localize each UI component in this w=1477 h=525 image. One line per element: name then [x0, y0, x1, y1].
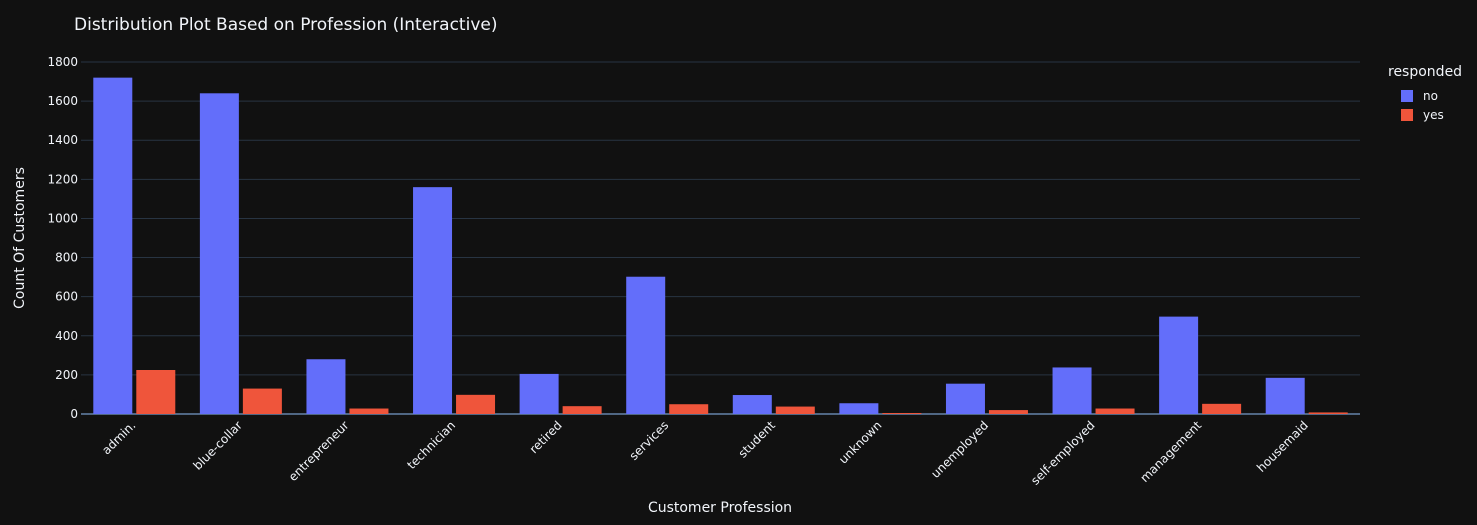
- y-tick-label: 800: [55, 251, 78, 265]
- y-axis-ticks: 0 200 400 600 800 1000 1200 1400 1600 1800: [47, 55, 78, 421]
- y-tick-label: 0: [70, 407, 78, 421]
- bar-no-entrepreneur[interactable]: [306, 359, 346, 414]
- x-tick-label: self-employed: [1028, 418, 1098, 488]
- legend-item-no[interactable]: no: [1388, 86, 1462, 105]
- bar-no-housemaid[interactable]: [1265, 377, 1305, 414]
- bar-yes-student[interactable]: [775, 406, 815, 414]
- x-tick-label: admin.: [99, 418, 138, 457]
- legend-label-no: no: [1423, 88, 1438, 103]
- y-tick-label: 200: [55, 368, 78, 382]
- legend: responded no yes: [1388, 64, 1462, 124]
- y-tick-label: 1400: [47, 133, 78, 147]
- bar-no-technician[interactable]: [413, 187, 453, 414]
- x-tick-label: entrepreneur: [286, 418, 352, 484]
- bar-yes-admin.[interactable]: [136, 370, 176, 414]
- x-tick-label: unemployed: [928, 418, 991, 481]
- grid-lines: [81, 61, 1360, 415]
- bar-no-retired[interactable]: [519, 373, 559, 414]
- bar-no-blue-collar[interactable]: [199, 93, 239, 415]
- bar-no-student[interactable]: [732, 395, 772, 414]
- bar-no-services[interactable]: [626, 276, 666, 414]
- y-tick-label: 1000: [47, 211, 78, 225]
- x-tick-label: housemaid: [1254, 418, 1311, 475]
- x-tick-label: retired: [527, 418, 565, 456]
- bar-no-admin.[interactable]: [93, 77, 133, 415]
- legend-swatch-yes: [1401, 108, 1413, 121]
- y-tick-label: 600: [55, 290, 78, 304]
- x-tick-label: unknown: [836, 418, 884, 466]
- bar-yes-unknown[interactable]: [882, 413, 922, 414]
- bar-no-management[interactable]: [1159, 316, 1199, 414]
- y-tick-label: 400: [55, 329, 78, 343]
- y-tick-label: 1200: [47, 172, 78, 186]
- y-tick-label: 1600: [47, 94, 78, 108]
- bar-yes-management[interactable]: [1202, 403, 1242, 414]
- bar-no-unemployed[interactable]: [945, 383, 985, 414]
- x-tick-label: blue-collar: [190, 418, 245, 473]
- legend-title: responded: [1388, 64, 1463, 80]
- bar-yes-retired[interactable]: [562, 406, 602, 414]
- bar-yes-unemployed[interactable]: [988, 410, 1028, 414]
- bar-yes-entrepreneur[interactable]: [349, 408, 389, 414]
- x-tick-label: technician: [404, 418, 458, 472]
- bar-yes-blue-collar[interactable]: [242, 388, 282, 414]
- bar-no-unknown[interactable]: [839, 403, 879, 414]
- legend-swatch-no: [1401, 89, 1413, 102]
- x-axis-label: Customer Profession: [648, 500, 792, 516]
- x-tick-label: student: [736, 418, 779, 461]
- chart-title: Distribution Plot Based on Profession (I…: [74, 15, 497, 35]
- y-axis-label: Count Of Customers: [12, 167, 28, 309]
- x-tick-label: management: [1138, 418, 1205, 485]
- legend-label-yes: yes: [1423, 107, 1444, 122]
- bar-yes-technician[interactable]: [456, 394, 496, 414]
- bar-yes-housemaid[interactable]: [1308, 412, 1348, 414]
- bar-yes-self-employed[interactable]: [1095, 408, 1135, 414]
- legend-item-yes[interactable]: yes: [1388, 105, 1462, 124]
- bar-no-self-employed[interactable]: [1052, 367, 1092, 414]
- x-axis-ticks: admin. blue-collar entrepreneur technician r…: [99, 418, 1311, 488]
- bar-yes-services[interactable]: [669, 404, 709, 414]
- x-tick-label: services: [627, 418, 672, 463]
- y-tick-label: 1800: [47, 55, 78, 69]
- bars: [93, 77, 1348, 415]
